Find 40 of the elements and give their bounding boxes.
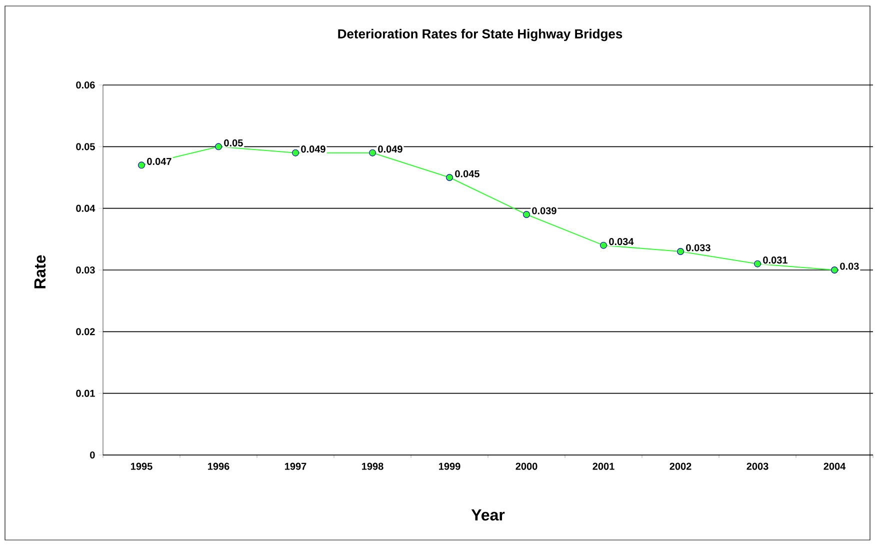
x-tick-label: 1995: [131, 462, 152, 470]
x-tick-label: 1998: [362, 462, 384, 470]
data-label: 0.033: [686, 244, 710, 252]
x-tick-label: 2003: [746, 462, 768, 470]
chart-title: Deterioration Rates for State Highway Bridges: [338, 28, 622, 42]
y-tick-label: 0.05: [76, 143, 95, 150]
y-tick-label: 0.06: [76, 81, 95, 89]
data-label: 0.045: [455, 170, 480, 178]
data-label: 0.049: [378, 146, 402, 153]
y-tick-label: 0.02: [76, 328, 95, 336]
point: [600, 242, 608, 249]
point: [369, 149, 376, 156]
y-tick-label: 0.01: [76, 390, 95, 397]
point: [138, 162, 145, 169]
x-tick-label: 2002: [670, 462, 692, 470]
point: [677, 248, 684, 255]
data-label: 0.047: [147, 158, 172, 165]
point: [215, 143, 222, 150]
y-axis-title: Rate: [34, 255, 46, 288]
data-label: 0.039: [532, 207, 556, 214]
x-tick-label: 1997: [285, 462, 306, 470]
point: [292, 149, 300, 156]
x-axis-title: Year: [471, 509, 505, 521]
data-label: 0.049: [301, 146, 326, 153]
y-tick-label: 0: [90, 451, 95, 459]
data-label: 0.05: [224, 139, 243, 146]
point: [523, 211, 530, 218]
x-tick-label: 2004: [824, 462, 846, 470]
data-label: 0.03: [840, 262, 859, 270]
data-label: 0.034: [609, 238, 634, 246]
y-tick-label: 0.04: [76, 204, 96, 212]
y-tick-label: 0.03: [76, 266, 95, 274]
x-tick-label: 1999: [439, 462, 460, 470]
point: [754, 260, 762, 268]
data-label: 0.031: [763, 256, 788, 264]
point: [831, 266, 838, 274]
x-tick-label: 1996: [208, 462, 230, 470]
x-tick-label: 2001: [592, 462, 614, 470]
point: [446, 174, 454, 181]
x-tick-label: 2000: [516, 462, 538, 470]
